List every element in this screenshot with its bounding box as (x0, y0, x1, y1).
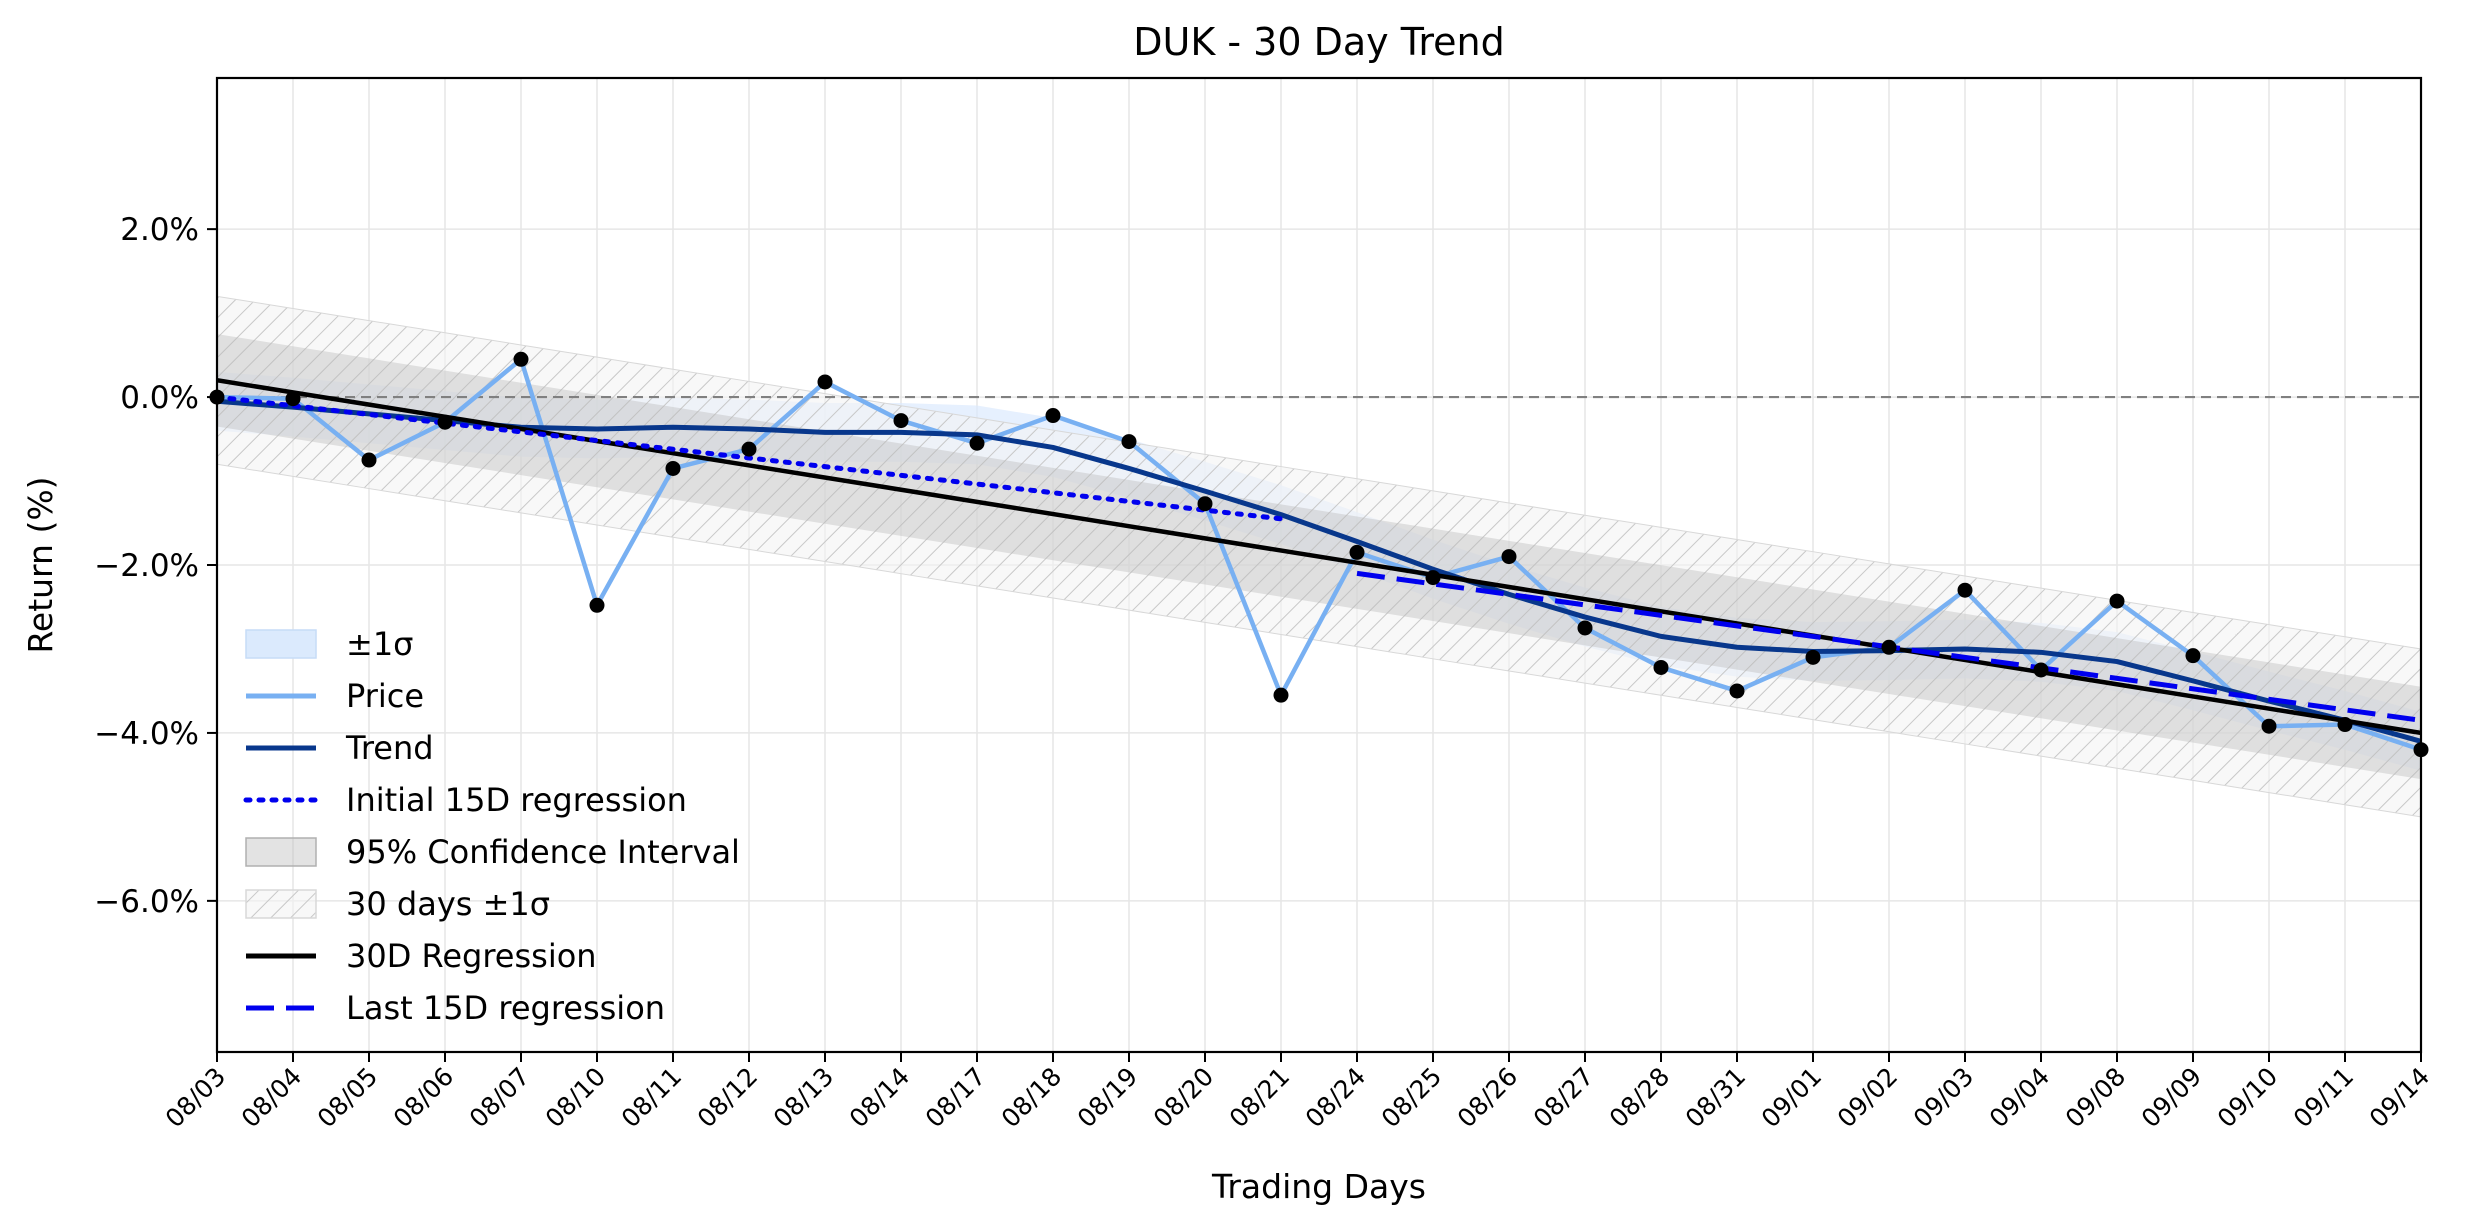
legend-label: Price (346, 677, 424, 715)
price-point-09-02 (1881, 639, 1897, 655)
x-tick-label-08-25: 08/25 (1376, 1062, 1447, 1133)
legend-label: Initial 15D regression (346, 781, 687, 819)
x-tick-label-08-14: 08/14 (844, 1062, 915, 1133)
x-tick-label-08-19: 08/19 (1072, 1062, 1143, 1133)
y-tick-label: −2.0% (94, 548, 199, 584)
x-axis-label: Trading Days (1211, 1167, 1426, 1206)
x-tick-label-09-03: 09/03 (1908, 1062, 1979, 1133)
price-point-09-04 (2033, 662, 2049, 678)
x-tick-label-08-20: 08/20 (1148, 1062, 1219, 1133)
x-tick-label-08-05: 08/05 (312, 1062, 383, 1133)
price-point-08-17 (969, 435, 985, 451)
price-point-09-11 (2337, 717, 2353, 733)
y-tick-label: −6.0% (94, 884, 199, 920)
x-tick-label-08-27: 08/27 (1528, 1062, 1599, 1133)
x-tick-label-08-06: 08/06 (388, 1062, 459, 1133)
price-point-08-07 (513, 351, 529, 367)
x-tick-label-08-18: 08/18 (996, 1062, 1067, 1133)
price-point-09-10 (2261, 718, 2277, 734)
chart-title: DUK - 30 Day Trend (1133, 20, 1504, 64)
x-tick-label-08-03: 08/03 (160, 1062, 231, 1133)
x-tick-label-08-31: 08/31 (1680, 1062, 1751, 1133)
x-tick-label-09-14: 09/14 (2364, 1062, 2435, 1133)
y-tick-label: 2.0% (120, 212, 199, 248)
x-tick-label-08-07: 08/07 (464, 1062, 535, 1133)
price-point-08-06 (437, 414, 453, 430)
x-tick-label-09-02: 09/02 (1832, 1062, 1903, 1133)
price-point-08-10 (589, 597, 605, 613)
x-tick-label-08-11: 08/11 (616, 1062, 687, 1133)
x-tick-label-08-12: 08/12 (692, 1062, 763, 1133)
x-tick-label-08-26: 08/26 (1452, 1062, 1523, 1133)
price-point-08-21 (1273, 687, 1289, 703)
price-point-08-04 (285, 391, 301, 407)
price-point-09-03 (1957, 582, 1973, 598)
legend-label: Last 15D regression (346, 989, 665, 1027)
price-point-09-08 (2109, 593, 2125, 609)
price-point-08-28 (1653, 659, 1669, 675)
price-point-08-18 (1045, 408, 1061, 424)
price-line (217, 357, 2421, 752)
x-tick-label-08-21: 08/21 (1224, 1062, 1295, 1133)
x-tick-label-09-10: 09/10 (2212, 1062, 2283, 1133)
price-point-08-26 (1501, 549, 1517, 565)
y-axis-label: Return (%) (21, 476, 60, 653)
legend-label: 30D Regression (346, 937, 597, 975)
price-point-08-05 (361, 452, 377, 468)
price-point-09-09 (2185, 648, 2201, 664)
regression-30d-line (217, 378, 2421, 736)
x-tick-label-08-24: 08/24 (1300, 1062, 1371, 1133)
price-point-08-11 (665, 460, 681, 476)
price-point-08-27 (1577, 620, 1593, 636)
x-tick-label-09-11: 09/11 (2288, 1062, 2359, 1133)
initial-15d-regression-line (217, 394, 1284, 522)
x-tick-label-08-10: 08/10 (540, 1062, 611, 1133)
y-tick-label: −4.0% (94, 716, 199, 752)
x-tick-label-09-08: 09/08 (2060, 1062, 2131, 1133)
price-point-08-19 (1121, 434, 1137, 450)
x-tick-label-08-04: 08/04 (236, 1062, 307, 1133)
y-tick-label: 0.0% (120, 380, 199, 416)
price-point-08-12 (741, 441, 757, 457)
legend-label: 30 days ±1σ (346, 885, 550, 923)
x-tick-label-08-13: 08/13 (768, 1062, 839, 1133)
price-point-09-01 (1805, 649, 1821, 665)
price-point-08-25 (1425, 570, 1441, 586)
trend-line (217, 398, 2421, 744)
x-tick-label-08-17: 08/17 (920, 1062, 991, 1133)
price-point-08-24 (1349, 544, 1365, 560)
price-point-08-13 (817, 374, 833, 390)
legend-swatch-sigma (245, 629, 317, 659)
x-tick-label-08-28: 08/28 (1604, 1062, 1675, 1133)
x-tick-label-09-09: 09/09 (2136, 1062, 2207, 1133)
x-tick-label-09-04: 09/04 (1984, 1062, 2055, 1133)
x-tick-label-09-01: 09/01 (1756, 1062, 1827, 1133)
price-point-08-14 (893, 413, 909, 429)
legend-swatch-30days (245, 889, 317, 919)
legend-label: 95% Confidence Interval (346, 833, 740, 871)
legend-swatch-ci (245, 837, 317, 867)
price-point-08-31 (1729, 683, 1745, 699)
price-point-08-20 (1197, 496, 1213, 512)
legend-label: Trend (345, 729, 434, 767)
legend-label: ±1σ (346, 625, 413, 663)
